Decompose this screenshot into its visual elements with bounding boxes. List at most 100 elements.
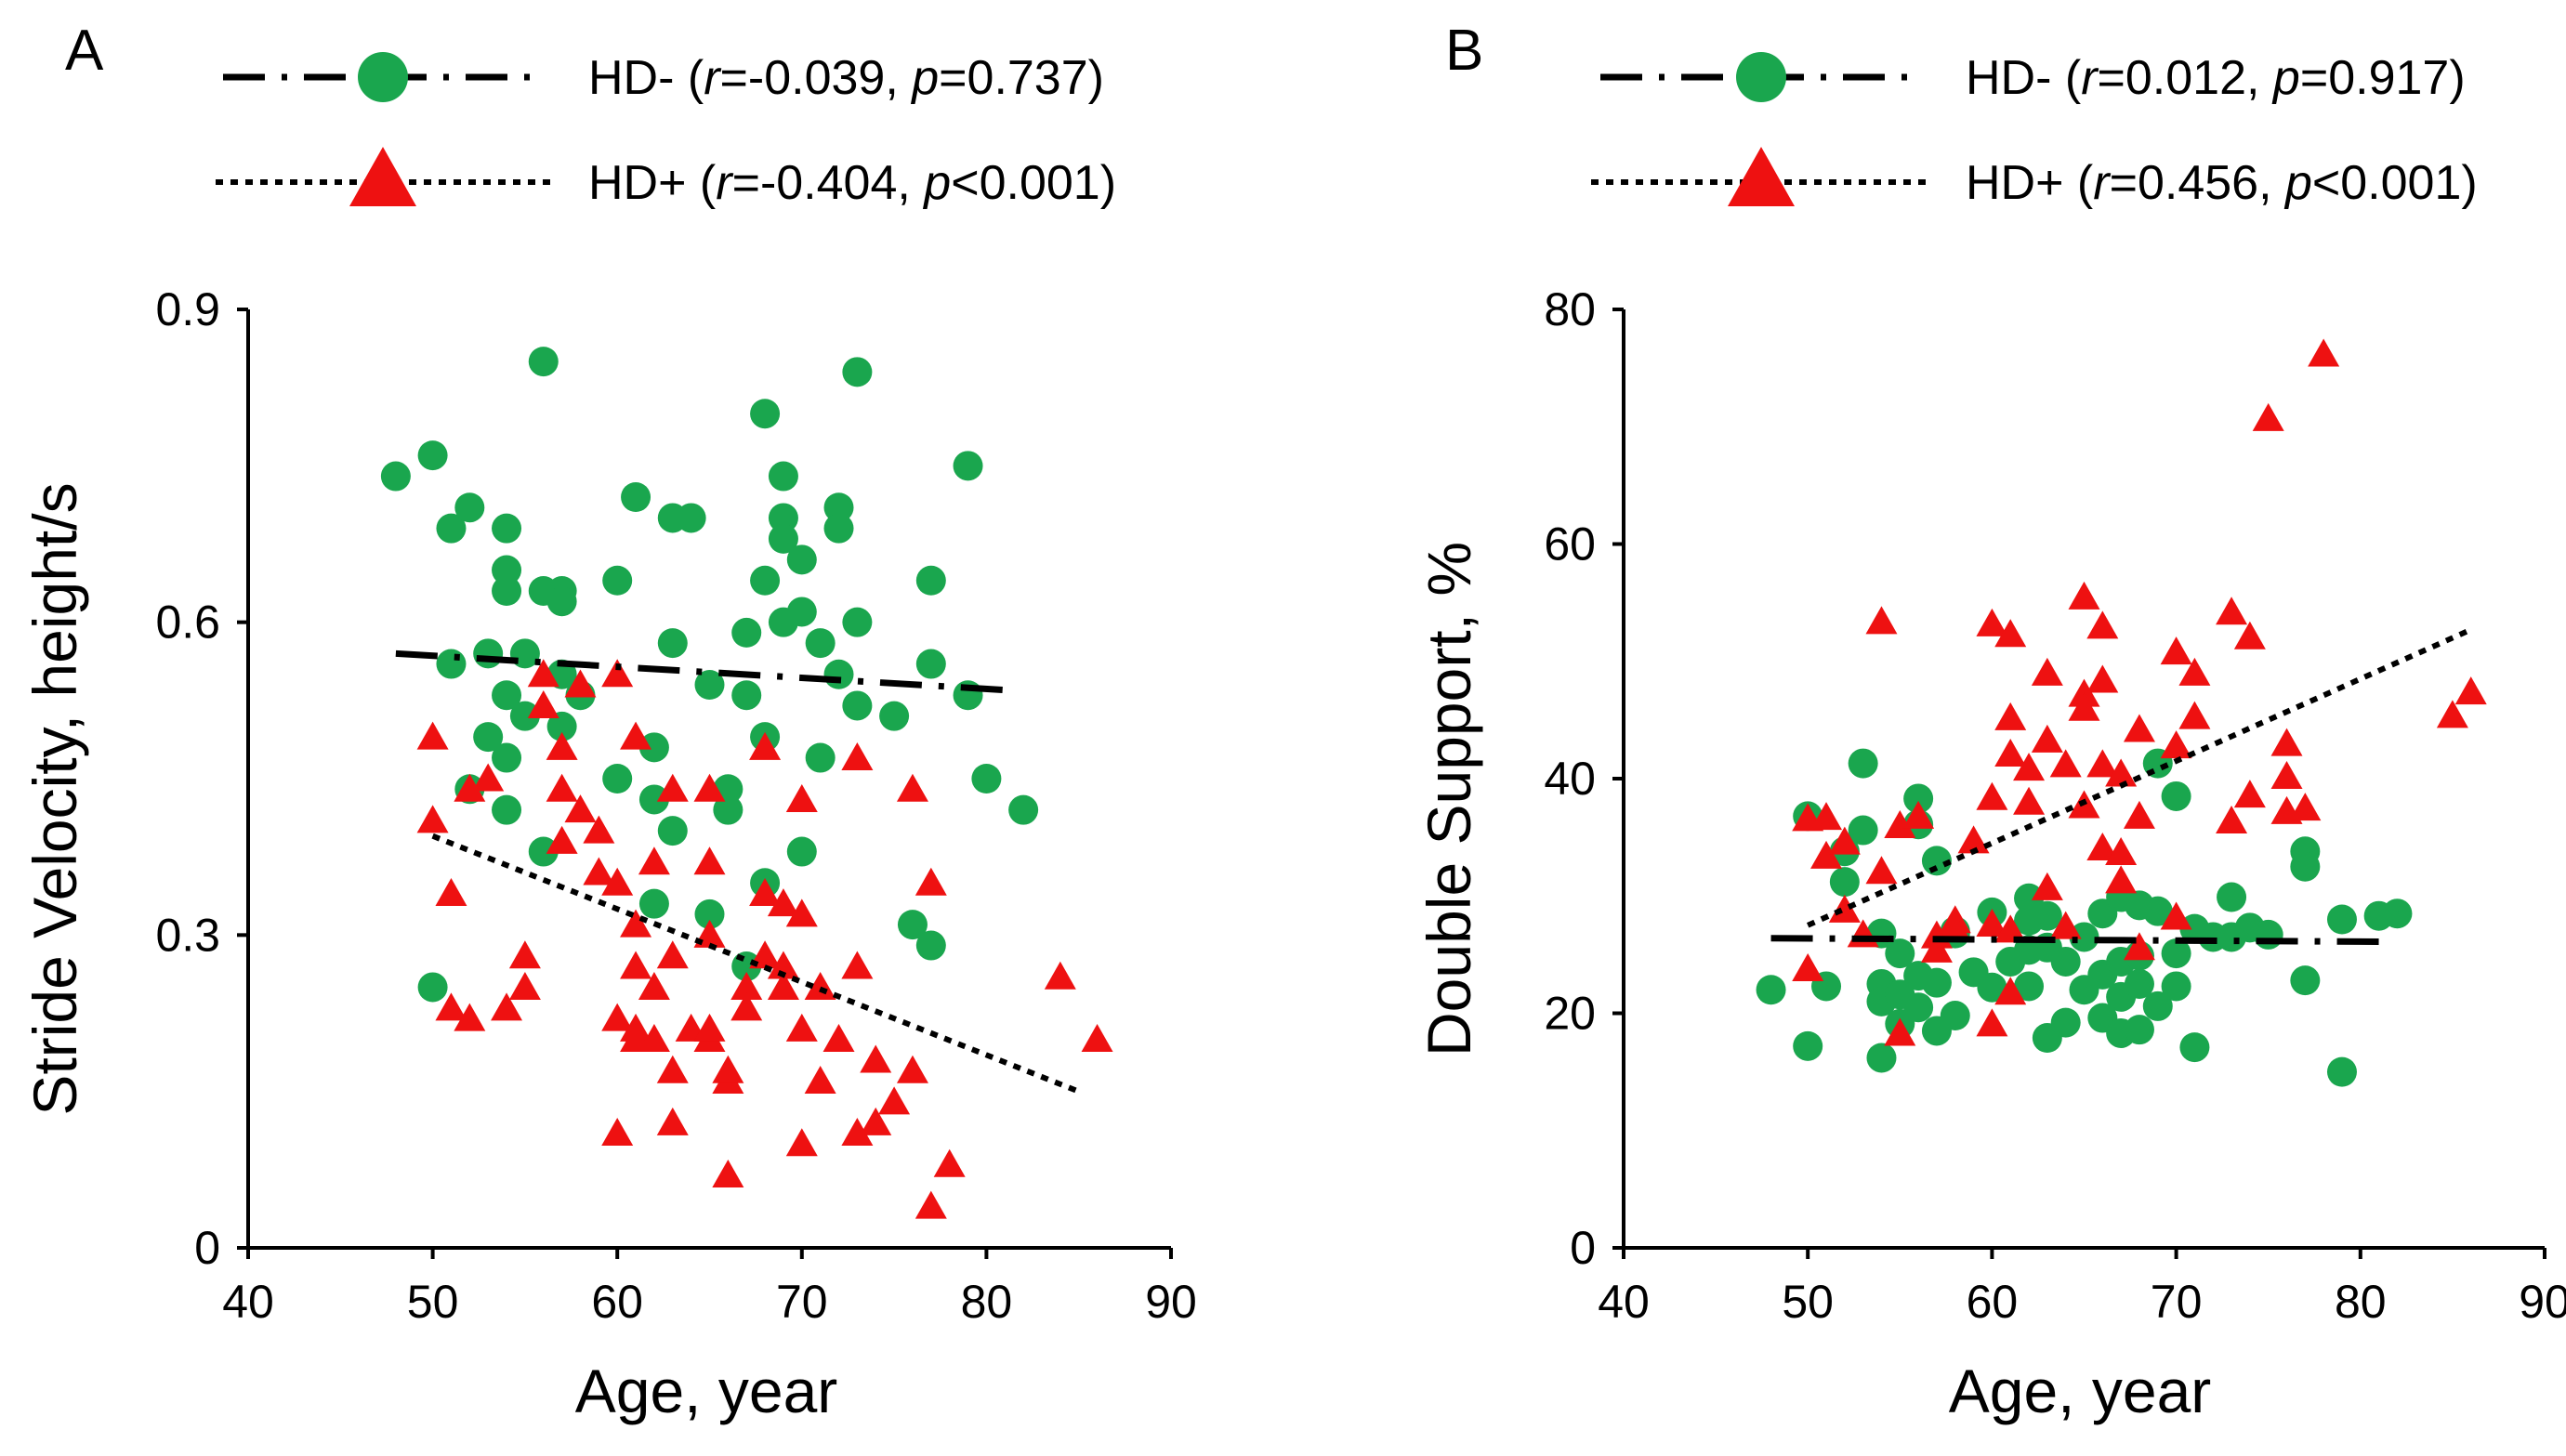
panel-b-hd-neg-point: [2014, 971, 2045, 1002]
panel-b-hd-pos-point: [2308, 338, 2340, 367]
panel-a-hd-neg-point: [492, 794, 522, 825]
panel-b-hd-neg-point: [1885, 938, 1915, 969]
panel-b-hd-neg-point: [1940, 1001, 1970, 1031]
panel-b-hd-neg-point: [2217, 882, 2247, 912]
panel-b-x-tick-label: 50: [1782, 1276, 1834, 1328]
panel-b-label: B: [1445, 19, 1483, 83]
panel-a-hd-pos-point: [841, 1118, 874, 1147]
panel-b-hd-neg-point: [2124, 968, 2154, 999]
panel-b-plot: 40 50 60 70 80 90 0 20 40 60 80: [1544, 283, 2566, 1328]
panel-a-hd-neg-point: [546, 586, 577, 617]
panel-b-hd-neg-point: [1756, 975, 1786, 1005]
panel-a-hd-neg-point: [492, 742, 522, 773]
panel-b-hd-pos-point: [2289, 793, 2322, 821]
panel-b-legend-hd-pos-marker: [1728, 147, 1795, 206]
panel-a-y-tick-label: 0: [194, 1222, 220, 1274]
panel-b-y-tick-label: 0: [1570, 1222, 1596, 1274]
panel-a-hd-neg-point: [546, 711, 577, 741]
panel-a-hd-neg-point: [750, 565, 781, 596]
panel-b-hd-pos-point: [2123, 932, 2155, 961]
panel-b-hd-pos-point: [1994, 977, 2027, 1005]
panel-a-legend-hd-neg-text: HD- (r=-0.039, p=0.737): [588, 51, 1104, 105]
panel-b-hd-pos-point: [2233, 780, 2266, 808]
panel-b-hd-pos-point: [1976, 909, 2008, 938]
panel-b-hd-pos-point: [1810, 802, 1843, 831]
panel-a-hd-neg-point: [380, 461, 411, 492]
panel-a-hd-pos-point: [527, 689, 559, 718]
panel-b-x-tick-label: 90: [2519, 1276, 2566, 1328]
panel-b-hd-pos-point: [2105, 865, 2138, 894]
panel-b-hd-pos-point: [1902, 800, 1935, 829]
panel-a-hd-pos-point: [620, 951, 652, 979]
panel-a-hd-pos-point: [767, 971, 799, 1000]
panel-a-hd-pos-fit-line: [431, 833, 1080, 1095]
panel-a-y-tick-label: 0.6: [155, 597, 220, 649]
panel-a-y-tick-label: 0.9: [155, 283, 220, 335]
panel-a-hd-neg-point: [805, 742, 836, 773]
panel-a-hd-neg-point: [915, 649, 946, 679]
panel-b-hd-pos-point: [2216, 597, 2248, 625]
panel-a-hd-pos-point: [915, 867, 947, 896]
panel-b-hd-neg-point: [1866, 1043, 1897, 1073]
panel-a-hd-neg-point: [528, 836, 559, 867]
panel-a-hd-neg-point: [492, 680, 522, 711]
panel-a-hd-pos-point: [620, 909, 652, 938]
panel-b-hd-neg-point: [2142, 990, 2173, 1021]
panel-b-hd-neg-point: [2050, 1007, 2081, 1038]
panel-a-hd-neg-point: [953, 451, 983, 481]
panel-b-hd-pos-point: [1976, 1008, 2008, 1037]
panel-b-hd-pos-point: [2031, 724, 2063, 753]
panel-a-x-tick-label: 70: [776, 1276, 828, 1328]
panel-b-hd-pos-point: [2160, 901, 2192, 930]
panel-a-plot: 40 50 60 70 80 90 0 0.3 0.6 0.9: [155, 283, 1196, 1328]
panel-a-legend-hd-pos-text: HD+ (r=-0.404, p<0.001): [588, 156, 1116, 210]
panel-b-hd-pos-point: [1994, 619, 2027, 648]
panel-b-hd-pos-point: [1884, 810, 1916, 838]
panel-b-hd-neg-point: [2161, 780, 2191, 811]
panel-a-hd-neg-point: [823, 659, 854, 689]
panel-a-hd-pos-point: [601, 659, 634, 688]
panel-b-hd-neg-point: [1848, 748, 1878, 779]
panel-b-hd-pos-point: [1976, 781, 2008, 810]
panel-a-hd-neg-point: [897, 910, 928, 940]
panel-a-hd-pos-point: [638, 1024, 670, 1053]
panel-b-hd-pos-point: [1828, 826, 1861, 855]
panel-a-hd-pos-point: [749, 877, 782, 906]
panel-a-hd-pos-point: [656, 1107, 689, 1135]
panel-a-hd-pos-point: [601, 867, 634, 896]
panel-b-hd-pos-point: [2436, 700, 2468, 728]
panel-b-y-tick-label: 60: [1544, 518, 1596, 571]
panel-a-hd-neg-point: [786, 544, 817, 575]
panel-a-hd-pos-point: [749, 731, 782, 760]
panel-a-y-tick-label: 0.3: [155, 909, 220, 961]
panel-b-hd-pos-point: [2086, 664, 2119, 693]
panel-a-hd-pos-point: [933, 1148, 966, 1177]
panel-a-hd-pos-point: [785, 1128, 818, 1157]
panel-a-hd-pos-point: [472, 763, 505, 792]
panel-b-hd-pos-point: [2049, 749, 2082, 778]
panel-b: B HD- (r=0.012, p=0.917) HD+ (r=0.456, p…: [1415, 19, 2566, 1425]
panel-b-hd-pos-point: [1994, 914, 2027, 943]
panel-a-hd-pos-point: [804, 1065, 836, 1094]
panel-a-hd-neg-point: [602, 565, 633, 596]
panel-a-hd-neg-point: [768, 523, 798, 554]
panel-a-hd-neg-point: [436, 649, 467, 679]
panel-a-x-tick-label: 90: [1145, 1276, 1197, 1328]
panel-b-hd-pos-point: [2086, 749, 2119, 778]
panel-a-x-tick-label: 80: [961, 1276, 1013, 1328]
panel-b-hd-neg-point: [2253, 919, 2283, 950]
panel-a-hd-pos-point: [785, 899, 818, 927]
panel-a-x-axis-title: Age, year: [575, 1357, 838, 1425]
panel-a-hd-neg-point: [492, 555, 522, 585]
panel-a-hd-pos-point: [583, 815, 615, 844]
panel-a-hd-neg-point: [694, 899, 725, 929]
panel-a-hd-neg-point: [842, 607, 873, 637]
panel-a-hd-neg-point: [657, 816, 688, 846]
panel-b-hd-pos-point: [2160, 636, 2192, 665]
panel-b-hd-pos-point: [2454, 676, 2487, 705]
panel-b-hd-pos-point: [2031, 872, 2063, 900]
panel-b-hd-neg-point: [2326, 904, 2357, 935]
panel-b-hd-neg-point: [1848, 815, 1878, 846]
panel-a-hd-neg-point: [492, 576, 522, 606]
panel-a-hd-pos-point: [822, 1024, 855, 1053]
